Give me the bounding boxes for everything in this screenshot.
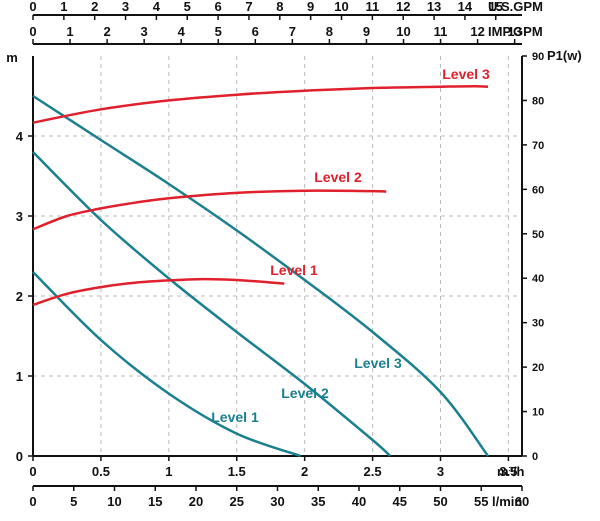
lmin-tick-label: 40 — [352, 494, 366, 509]
impgpm-tick-label: 10 — [396, 24, 410, 39]
usgpm-tick-label: 8 — [276, 0, 283, 14]
head-curve-level-2 — [32, 151, 392, 457]
impgpm-tick-label: 2 — [103, 24, 110, 39]
usgpm-tick-label: 11 — [365, 0, 379, 14]
power-curve-label: Level 3 — [442, 66, 490, 82]
impgpm-tick-label: 9 — [363, 24, 370, 39]
lmin-tick-label: 45 — [393, 494, 407, 509]
left-axis-label: m — [6, 50, 18, 65]
impgpm-tick-label: 8 — [326, 24, 333, 39]
impgpm-tick-label: 7 — [289, 24, 296, 39]
impgpm-axis-label: IMP.GPM — [488, 24, 543, 39]
lmin-tick-label: 60 — [515, 494, 529, 509]
usgpm-tick-label: 5 — [184, 0, 191, 14]
right-tick-label: 90 — [532, 51, 544, 63]
right-axis-label: P1(w) — [547, 48, 582, 63]
power-curve-level-2 — [32, 189, 387, 231]
m3h-tick-label: 1.5 — [228, 464, 246, 479]
right-tick-label: 50 — [532, 229, 544, 241]
head-curve-level-3 — [32, 94, 490, 457]
impgpm-tick-label: 6 — [252, 24, 259, 39]
lmin-axis-label: l/min — [492, 494, 522, 509]
right-tick-label: 40 — [532, 273, 544, 285]
left-tick-label: 0 — [16, 449, 23, 464]
right-tick-label: 20 — [532, 362, 544, 374]
lmin-tick-label: 50 — [433, 494, 447, 509]
usgpm-tick-label: 0 — [29, 0, 36, 14]
left-tick-label: 4 — [16, 129, 24, 144]
power-curve-level-1 — [32, 277, 285, 307]
m3h-tick-label: 0.5 — [92, 464, 110, 479]
head-curve-label: Level 3 — [354, 355, 402, 371]
impgpm-tick-label: 11 — [434, 24, 448, 39]
m3h-tick-label: 0 — [29, 464, 36, 479]
right-tick-label: 70 — [532, 140, 544, 152]
head-curve-level-1 — [32, 271, 302, 458]
usgpm-tick-label: 14 — [458, 0, 473, 14]
lmin-tick-label: 25 — [230, 494, 244, 509]
impgpm-tick-label: 12 — [470, 24, 484, 39]
m3h-tick-label: 3 — [437, 464, 444, 479]
usgpm-axis-label: U.S.GPM — [488, 0, 543, 14]
left-tick-label: 2 — [16, 289, 23, 304]
impgpm-tick-label: 13 — [507, 24, 521, 39]
right-tick-label: 30 — [532, 318, 544, 330]
head-curve-label: Level 2 — [281, 385, 329, 401]
usgpm-tick-label: 15 — [489, 0, 503, 14]
right-tick-label: 80 — [532, 95, 544, 107]
usgpm-tick-label: 6 — [214, 0, 221, 14]
power-curve-level-3 — [32, 84, 489, 124]
usgpm-tick-label: 13 — [427, 0, 441, 14]
m3h-tick-label: 1 — [165, 464, 172, 479]
left-tick-label: 1 — [16, 369, 23, 384]
usgpm-tick-label: 4 — [153, 0, 161, 14]
power-curve-label: Level 2 — [314, 169, 362, 185]
usgpm-tick-label: 7 — [245, 0, 252, 14]
m3h-tick-label: 3.5 — [499, 464, 517, 479]
usgpm-tick-label: 1 — [60, 0, 67, 14]
usgpm-tick-label: 10 — [334, 0, 348, 14]
impgpm-tick-label: 3 — [141, 24, 148, 39]
grid — [33, 56, 522, 456]
impgpm-tick-label: 1 — [66, 24, 73, 39]
lmin-tick-label: 0 — [29, 494, 36, 509]
lmin-tick-label: 15 — [148, 494, 162, 509]
m3h-axis-label: m³/h — [497, 464, 525, 479]
usgpm-tick-label: 12 — [396, 0, 410, 14]
head-curve-label: Level 1 — [211, 409, 259, 425]
lmin-tick-label: 30 — [270, 494, 284, 509]
series — [32, 84, 490, 458]
lmin-tick-label: 55 — [474, 494, 488, 509]
right-tick-label: 60 — [532, 184, 544, 196]
lmin-tick-label: 35 — [311, 494, 325, 509]
usgpm-tick-label: 9 — [307, 0, 314, 14]
m3h-tick-label: 2.5 — [364, 464, 382, 479]
impgpm-tick-label: 4 — [178, 24, 186, 39]
lmin-tick-label: 20 — [189, 494, 203, 509]
right-tick-label: 0 — [532, 451, 538, 463]
power-curve-label: Level 1 — [270, 262, 318, 278]
usgpm-tick-label: 3 — [122, 0, 129, 14]
right-tick-label: 10 — [532, 407, 544, 419]
lmin-tick-label: 5 — [70, 494, 77, 509]
left-tick-label: 3 — [16, 209, 23, 224]
usgpm-tick-label: 2 — [91, 0, 98, 14]
m3h-tick-label: 2 — [301, 464, 308, 479]
lmin-tick-label: 10 — [107, 494, 121, 509]
impgpm-tick-label: 5 — [215, 24, 222, 39]
impgpm-tick-label: 0 — [29, 24, 36, 39]
